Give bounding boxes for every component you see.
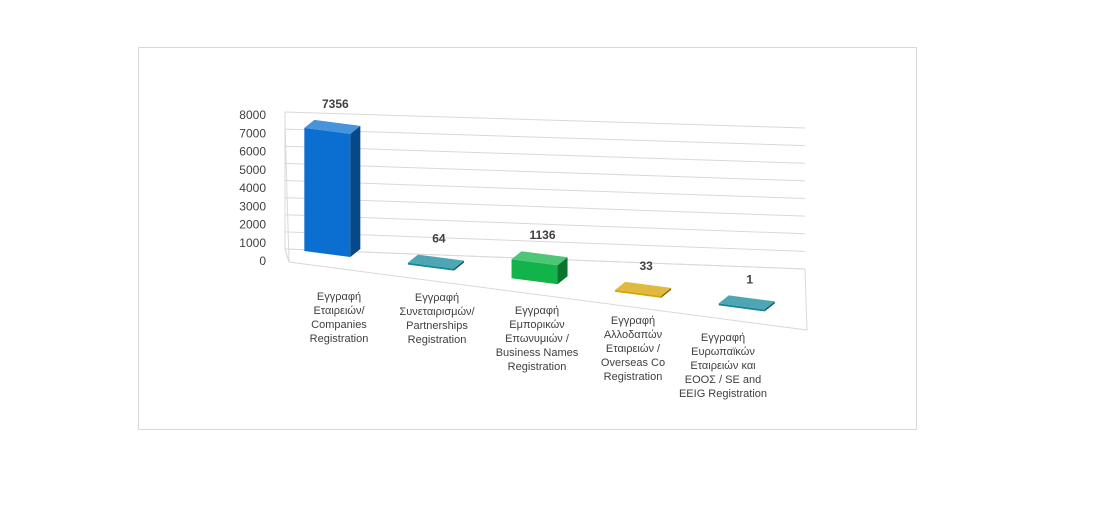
category-label-line: Registration: [508, 361, 567, 373]
category-label-line: Overseas Co: [601, 357, 665, 369]
category-label-line: Registration: [604, 371, 663, 383]
category-label-line: Εμπορικών: [509, 319, 565, 331]
bar-side-face: [453, 260, 464, 271]
bar-front-face: [304, 127, 351, 258]
category-label-line: Εταιρειών /: [606, 343, 661, 355]
category-label-line: Ευρωπαϊκών: [691, 346, 755, 358]
category-label: Εγγραφή Εταιρειών/Companies Registration: [310, 291, 369, 345]
category-label: Εγγραφή Συνεταιρισμών/Partnerships Registr…: [399, 292, 475, 346]
category-label: Εγγραφή Ευρωπαϊκών Εταιρειών και ΕΟΟΣ / SE …: [679, 332, 767, 400]
bar-top-face: [407, 254, 464, 269]
gridline: [284, 162, 806, 182]
category-label-line: ΕΟΟΣ / SE and: [685, 374, 762, 386]
gridline: [284, 197, 806, 217]
category-label: Εγγραφή Εμπορικών Επωνυμιών / Business Name…: [496, 305, 579, 373]
gridline: [284, 214, 806, 235]
data-label: 1: [746, 272, 753, 286]
category-label-line: Business Names: [496, 347, 579, 359]
gridline: [284, 180, 806, 199]
data-label: 33: [639, 259, 653, 273]
bar-front-face: [615, 289, 662, 298]
category-label-line: Επωνυμιών /: [505, 333, 570, 345]
y-tick-label: 1000: [239, 236, 266, 250]
y-tick-label: 8000: [239, 108, 266, 122]
side-wall: [284, 112, 290, 263]
y-tick-label: 0: [259, 254, 266, 268]
bar-top-face: [615, 281, 672, 296]
bar: [407, 254, 464, 271]
data-label: 7356: [322, 97, 349, 111]
bar-side-face: [350, 125, 361, 258]
category-label-line: Registration: [408, 334, 467, 346]
bar: [718, 295, 775, 312]
gridline: [284, 128, 806, 147]
bar-side-face: [661, 287, 672, 298]
gridline: [284, 231, 806, 252]
bar-side-face: [557, 257, 568, 285]
bar-top-face: [304, 119, 361, 134]
y-tick-label: 2000: [239, 218, 266, 232]
data-label: 64: [432, 232, 446, 246]
category-label-line: Εγγραφή: [701, 332, 745, 344]
gridline: [284, 111, 806, 129]
bar: [511, 251, 568, 285]
category-label-line: Εγγραφή: [415, 292, 459, 304]
category-label-line: Εγγραφή: [515, 305, 559, 317]
bar-top-face: [511, 251, 568, 266]
category-label-line: Εγγραφή: [317, 291, 361, 303]
category-label-line: Εταιρειών και: [690, 360, 756, 372]
bar-chart-3d: 0 1000 2000 3000 4000 5000 6000 7000 8000 7356 64…: [239, 97, 808, 400]
bar-side-face: [764, 301, 775, 312]
floor: [284, 248, 808, 331]
category-label: Εγγραφή Αλλοδαπών Εταιρειών / Overseas Co Re…: [601, 315, 665, 383]
category-label-line: Αλλοδαπών: [604, 329, 663, 341]
y-tick-label: 7000: [239, 126, 266, 140]
category-label-line: Εγγραφή: [611, 315, 655, 327]
bar: [615, 281, 672, 298]
bar-top-face: [718, 295, 775, 310]
y-tick-label: 4000: [239, 181, 266, 195]
category-label-line: Συνεταιρισμών/: [399, 306, 475, 318]
bar-front-face: [718, 303, 765, 312]
category-label-line: Registration: [310, 333, 369, 345]
bar: [304, 119, 361, 258]
category-label-line: Companies: [311, 319, 367, 331]
bar-front-face: [511, 259, 558, 285]
y-tick-label: 6000: [239, 145, 266, 159]
bar-front-face: [407, 262, 454, 271]
data-label: 1136: [530, 228, 556, 242]
category-label-line: EEIG Registration: [679, 388, 767, 400]
category-label-line: Εταιρειών/: [313, 305, 365, 317]
y-tick-label: 5000: [239, 163, 266, 177]
category-label-line: Partnerships: [406, 320, 468, 332]
y-tick-label: 3000: [239, 199, 266, 213]
gridline: [284, 145, 806, 164]
chart-frame: 0 1000 2000 3000 4000 5000 6000 7000 8000 7356 64…: [138, 47, 917, 430]
